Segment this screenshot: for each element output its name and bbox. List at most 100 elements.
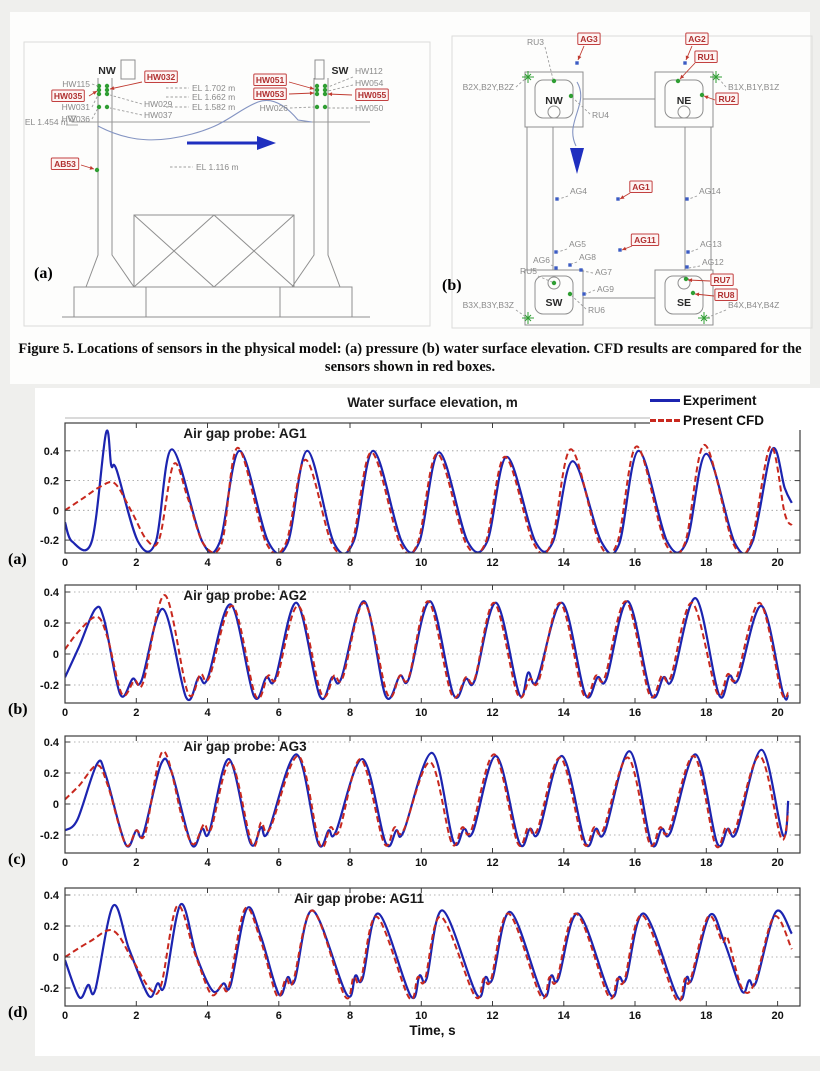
truss-x-bracing <box>133 214 295 288</box>
x-tick-label: 20 <box>771 1010 783 1022</box>
x-axis-label: Time, s <box>409 1023 456 1038</box>
legend-entry-cfd: Present CFD <box>650 410 815 430</box>
x-tick-label: 18 <box>700 557 712 569</box>
sensor-label: AG3 <box>580 34 598 44</box>
gauge-marker-square <box>616 197 620 201</box>
sensor-label: B3X,B3Y,B3Z <box>463 300 514 310</box>
series-line-present-cfd <box>65 750 790 849</box>
y-tick-label: 0.4 <box>44 737 60 749</box>
leader-line <box>705 309 727 319</box>
leader-arrowhead <box>110 86 115 90</box>
x-tick-label: 12 <box>486 557 498 569</box>
leader-line <box>570 261 578 265</box>
sensor-label: EL 1.454 m <box>25 117 68 127</box>
x-tick-label: 10 <box>415 557 427 569</box>
chart-panel-d: 0 2 4 6 8 10 12 14 16 18 20 0.4 0.2 0 -0.2 Air gap prob… <box>8 887 801 1022</box>
chart-title: Air gap probe: AG3 <box>183 739 307 754</box>
x-tick-label: 4 <box>204 857 211 869</box>
leader-line <box>718 78 727 88</box>
x-tick-label: 20 <box>771 857 783 869</box>
x-tick-label: 0 <box>62 707 68 719</box>
left-base-block <box>73 286 147 318</box>
y-tick-label: 0.2 <box>44 618 59 630</box>
leader-line <box>557 248 568 253</box>
red-sensor-box <box>355 88 389 101</box>
sensor-label: HW031 <box>62 102 91 112</box>
leader-line <box>109 81 143 90</box>
x-tick-label: 4 <box>204 557 211 569</box>
red-sensor-box <box>630 233 660 246</box>
sensor-label: RU1 <box>697 52 714 62</box>
y-tick-label: -0.2 <box>40 535 59 547</box>
y-tick-label: 0.2 <box>44 476 59 488</box>
x-tick-label: 8 <box>347 857 353 869</box>
sensor-label: AG7 <box>595 267 612 277</box>
sensor-marker-dot <box>322 104 328 110</box>
sensor-marker-dot <box>96 91 102 97</box>
structure-label: NW <box>98 65 116 77</box>
sensor-marker-dot <box>551 280 557 286</box>
x-tick-label: 2 <box>133 707 139 719</box>
sensor-label: HW112 <box>355 66 383 76</box>
x-tick-label: 16 <box>629 1010 641 1022</box>
red-sensor-box <box>577 32 601 45</box>
leader-arrowhead <box>680 74 685 79</box>
leader-arrowhead <box>577 55 582 60</box>
y-tick-label: 0 <box>53 649 59 661</box>
accelerometer-marker-star <box>522 312 534 324</box>
x-tick-label: 8 <box>347 557 353 569</box>
x-tick-label: 18 <box>700 857 712 869</box>
sensor-label: HW055 <box>358 90 387 100</box>
leader-arrowhead <box>89 165 94 170</box>
y-tick-label: 0.2 <box>44 921 59 933</box>
right-leg <box>291 78 341 288</box>
left-leg <box>85 78 135 288</box>
sensor-label: AG4 <box>570 186 587 196</box>
sensor-marker-dot <box>690 290 696 296</box>
red-sensor-box <box>714 288 738 301</box>
structure-label: SE <box>677 297 691 309</box>
x-tick-label: 12 <box>486 1010 498 1022</box>
x-tick-label: 8 <box>347 1010 353 1022</box>
y-tick-label: -0.2 <box>40 680 59 692</box>
sensor-label: AG2 <box>688 34 706 44</box>
gauge-marker-square <box>575 61 579 65</box>
structure-label: SW <box>332 65 349 77</box>
red-sensor-box <box>710 273 734 286</box>
x-tick-label: 0 <box>62 857 68 869</box>
red-sensor-box <box>694 50 718 63</box>
platform-structure <box>524 71 714 326</box>
x-tick-label: 10 <box>415 707 427 719</box>
sensor-label: AG8 <box>579 252 596 262</box>
leader-line <box>289 106 315 109</box>
red-sensor-box <box>51 89 85 102</box>
gauge-marker-square <box>683 61 687 65</box>
red-sensor-box <box>50 157 80 170</box>
y-tick-label: 0.2 <box>44 768 59 780</box>
structure-legs <box>62 59 370 318</box>
sensor-label: HW032 <box>147 72 176 82</box>
leader-line <box>585 289 596 295</box>
chart-panel-letter: (b) <box>8 701 28 718</box>
leader-line <box>515 78 526 88</box>
left-leg-top-box <box>120 59 136 80</box>
chart-title: Air gap probe: AG2 <box>183 588 306 603</box>
sensor-label: HW053 <box>256 89 285 99</box>
gauge-marker-square <box>685 197 689 201</box>
x-tick-label: 14 <box>558 857 571 869</box>
leader-line <box>91 94 99 108</box>
sensor-marker-dot <box>568 93 574 99</box>
chart-legend: Experiment Present CFD <box>650 390 815 430</box>
x-tick-label: 4 <box>204 1010 211 1022</box>
right-base-block <box>279 286 353 318</box>
sensor-label: HW029 <box>144 99 173 109</box>
sensor-marker-dot <box>314 104 320 110</box>
x-tick-label: 10 <box>415 1010 427 1022</box>
leader-line <box>327 76 354 88</box>
gauge-marker-square <box>618 248 622 252</box>
chart-panel-letter: (c) <box>8 851 26 868</box>
y-tick-label: 0 <box>53 952 59 964</box>
accelerometer-marker-star <box>522 71 534 83</box>
